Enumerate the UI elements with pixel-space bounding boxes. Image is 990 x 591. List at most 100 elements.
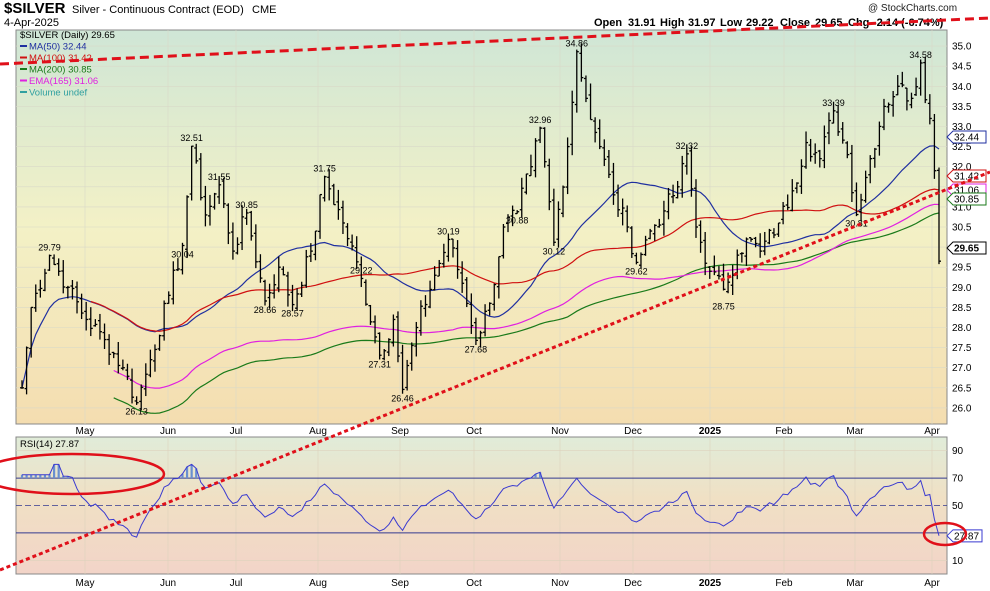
ma200-line xyxy=(113,212,940,414)
price-annotation: 32.96 xyxy=(529,115,552,125)
rsi-x-tick: Mar xyxy=(846,578,864,589)
price-x-axis: May Jun Jul Aug Sep Oct Nov Dec 2025 Feb Mar Apr xyxy=(76,426,941,437)
price-annotation: 30.81 xyxy=(845,219,868,229)
legend-entry: Volume undef xyxy=(29,88,87,99)
rsi-y-tick: 10 xyxy=(952,556,964,567)
price-annotation: 32.32 xyxy=(676,141,699,151)
price-annotation: 27.68 xyxy=(465,344,488,354)
chart-symbol: $SILVER xyxy=(4,0,66,17)
price-y-axis: 35.034.534.033.533.032.532.031.531.030.5… xyxy=(952,42,972,415)
rsi-y-tick: 50 xyxy=(952,501,964,512)
price-annotation: 32.51 xyxy=(180,133,203,143)
price-y-tick: 34.0 xyxy=(952,82,972,93)
price-annotation: 31.55 xyxy=(208,172,231,182)
rsi-x-tick: Dec xyxy=(624,578,642,589)
legend-entry: MA(100) 31.42 xyxy=(29,53,92,64)
price-x-tick: Jun xyxy=(160,426,176,437)
right-label-value: 30.85 xyxy=(954,195,979,206)
rsi-gridlines xyxy=(16,437,947,574)
legend-entry: EMA(165) 31.06 xyxy=(29,76,98,87)
price-annotation: 31.75 xyxy=(313,164,336,174)
price-y-tick: 31.0 xyxy=(952,202,972,213)
price-annotation: 33.39 xyxy=(822,98,845,108)
open-label: Open xyxy=(594,17,622,29)
price-x-tick: 2025 xyxy=(699,426,722,437)
price-x-tick: Dec xyxy=(624,426,642,437)
rsi-x-tick: Oct xyxy=(466,578,482,589)
price-y-tick: 32.5 xyxy=(952,142,972,153)
price-annotation: 30.19 xyxy=(437,226,460,236)
price-x-tick: Apr xyxy=(924,426,940,437)
price-x-tick: Feb xyxy=(775,426,793,437)
rsi-x-tick: Jul xyxy=(230,578,243,589)
ohlc-readout: Open 31.91 High 31.97 Low 29.22 Close 29… xyxy=(594,17,944,29)
price-annotation: 27.31 xyxy=(368,359,391,369)
rsi-y-tick: 90 xyxy=(952,446,964,457)
legend-entry: MA(200) 30.85 xyxy=(29,65,92,76)
price-annotation: 34.58 xyxy=(909,50,932,60)
rsi-line xyxy=(22,463,940,538)
rsi-x-tick: Apr xyxy=(924,578,940,589)
price-y-tick: 28.0 xyxy=(952,323,972,334)
price-y-tick: 28.5 xyxy=(952,303,972,314)
price-y-tick: 35.0 xyxy=(952,42,972,53)
price-annotation: 29.62 xyxy=(625,266,648,276)
right-label-box xyxy=(946,241,987,255)
rsi-x-tick: Jun xyxy=(160,578,176,589)
rsi-x-tick: 2025 xyxy=(699,578,722,589)
price-annotation: 26.13 xyxy=(125,407,148,417)
rsi-oversold-highlight xyxy=(922,521,968,547)
low-label: Low xyxy=(720,17,742,29)
price-y-tick: 30.5 xyxy=(952,223,972,234)
price-annotation: 28.66 xyxy=(254,305,277,315)
open-value: 31.91 xyxy=(628,17,656,29)
rsi-x-tick: May xyxy=(76,578,95,589)
right-label-value: 31.06 xyxy=(954,186,979,197)
right-label-box xyxy=(946,192,987,206)
rsi-y-tick: 70 xyxy=(952,474,964,485)
rsi-x-tick: Sep xyxy=(391,578,409,589)
price-y-tick: 32.0 xyxy=(952,162,972,173)
price-annotation: 28.57 xyxy=(281,309,304,319)
chart-exchange: CME xyxy=(252,4,276,16)
right-label-value: 32.44 xyxy=(954,133,979,144)
price-x-tick: Nov xyxy=(551,426,569,437)
rsi-last-text: 27.87 xyxy=(954,531,979,542)
right-label-value: 31.42 xyxy=(954,172,979,183)
price-x-tick: Sep xyxy=(391,426,409,437)
moving-averages xyxy=(21,145,940,414)
price-y-tick: 26.0 xyxy=(952,403,972,414)
price-x-tick: Oct xyxy=(466,426,482,437)
trend-overlays xyxy=(0,16,990,572)
price-x-tick: Aug xyxy=(309,426,327,437)
rsi-overbought-highlight xyxy=(0,452,166,496)
rsi-y-axis: 9070503010 xyxy=(952,446,964,567)
price-annotation: 30.85 xyxy=(235,200,258,210)
chart-description: Silver - Continuous Contract (EOD) xyxy=(72,4,244,16)
price-y-tick: 33.5 xyxy=(952,102,972,113)
credit-text: @ StockCharts.com xyxy=(868,3,957,14)
ema165-line xyxy=(113,203,940,389)
rsi-legend: RSI(14) 27.87 xyxy=(20,439,79,450)
rsi-series xyxy=(20,463,940,538)
ma100-line xyxy=(90,188,940,332)
rsi-x-tick: Feb xyxy=(775,578,793,589)
price-y-tick: 27.5 xyxy=(952,343,972,354)
price-x-tick: Jul xyxy=(230,426,243,437)
rsi-x-axis: May Jun Jul Aug Sep Oct Nov Dec 2025 Feb Mar Apr xyxy=(76,578,941,589)
price-y-tick: 34.5 xyxy=(952,62,972,73)
price-annotation: 28.75 xyxy=(712,301,735,311)
upper-resistance-trendline xyxy=(0,16,990,66)
price-annotation: 29.79 xyxy=(38,243,61,253)
price-y-tick: 27.0 xyxy=(952,363,972,374)
chart-date: 4-Apr-2025 xyxy=(4,17,59,29)
price-annotation: 29.22 xyxy=(350,265,373,275)
high-label: High xyxy=(660,17,685,29)
price-annotation: 30.88 xyxy=(506,216,529,226)
low-value: 29.22 xyxy=(746,17,774,29)
price-x-tick: May xyxy=(76,426,95,437)
price-bars xyxy=(20,43,941,411)
legend-entry: $SILVER (Daily) 29.65 xyxy=(20,30,115,41)
